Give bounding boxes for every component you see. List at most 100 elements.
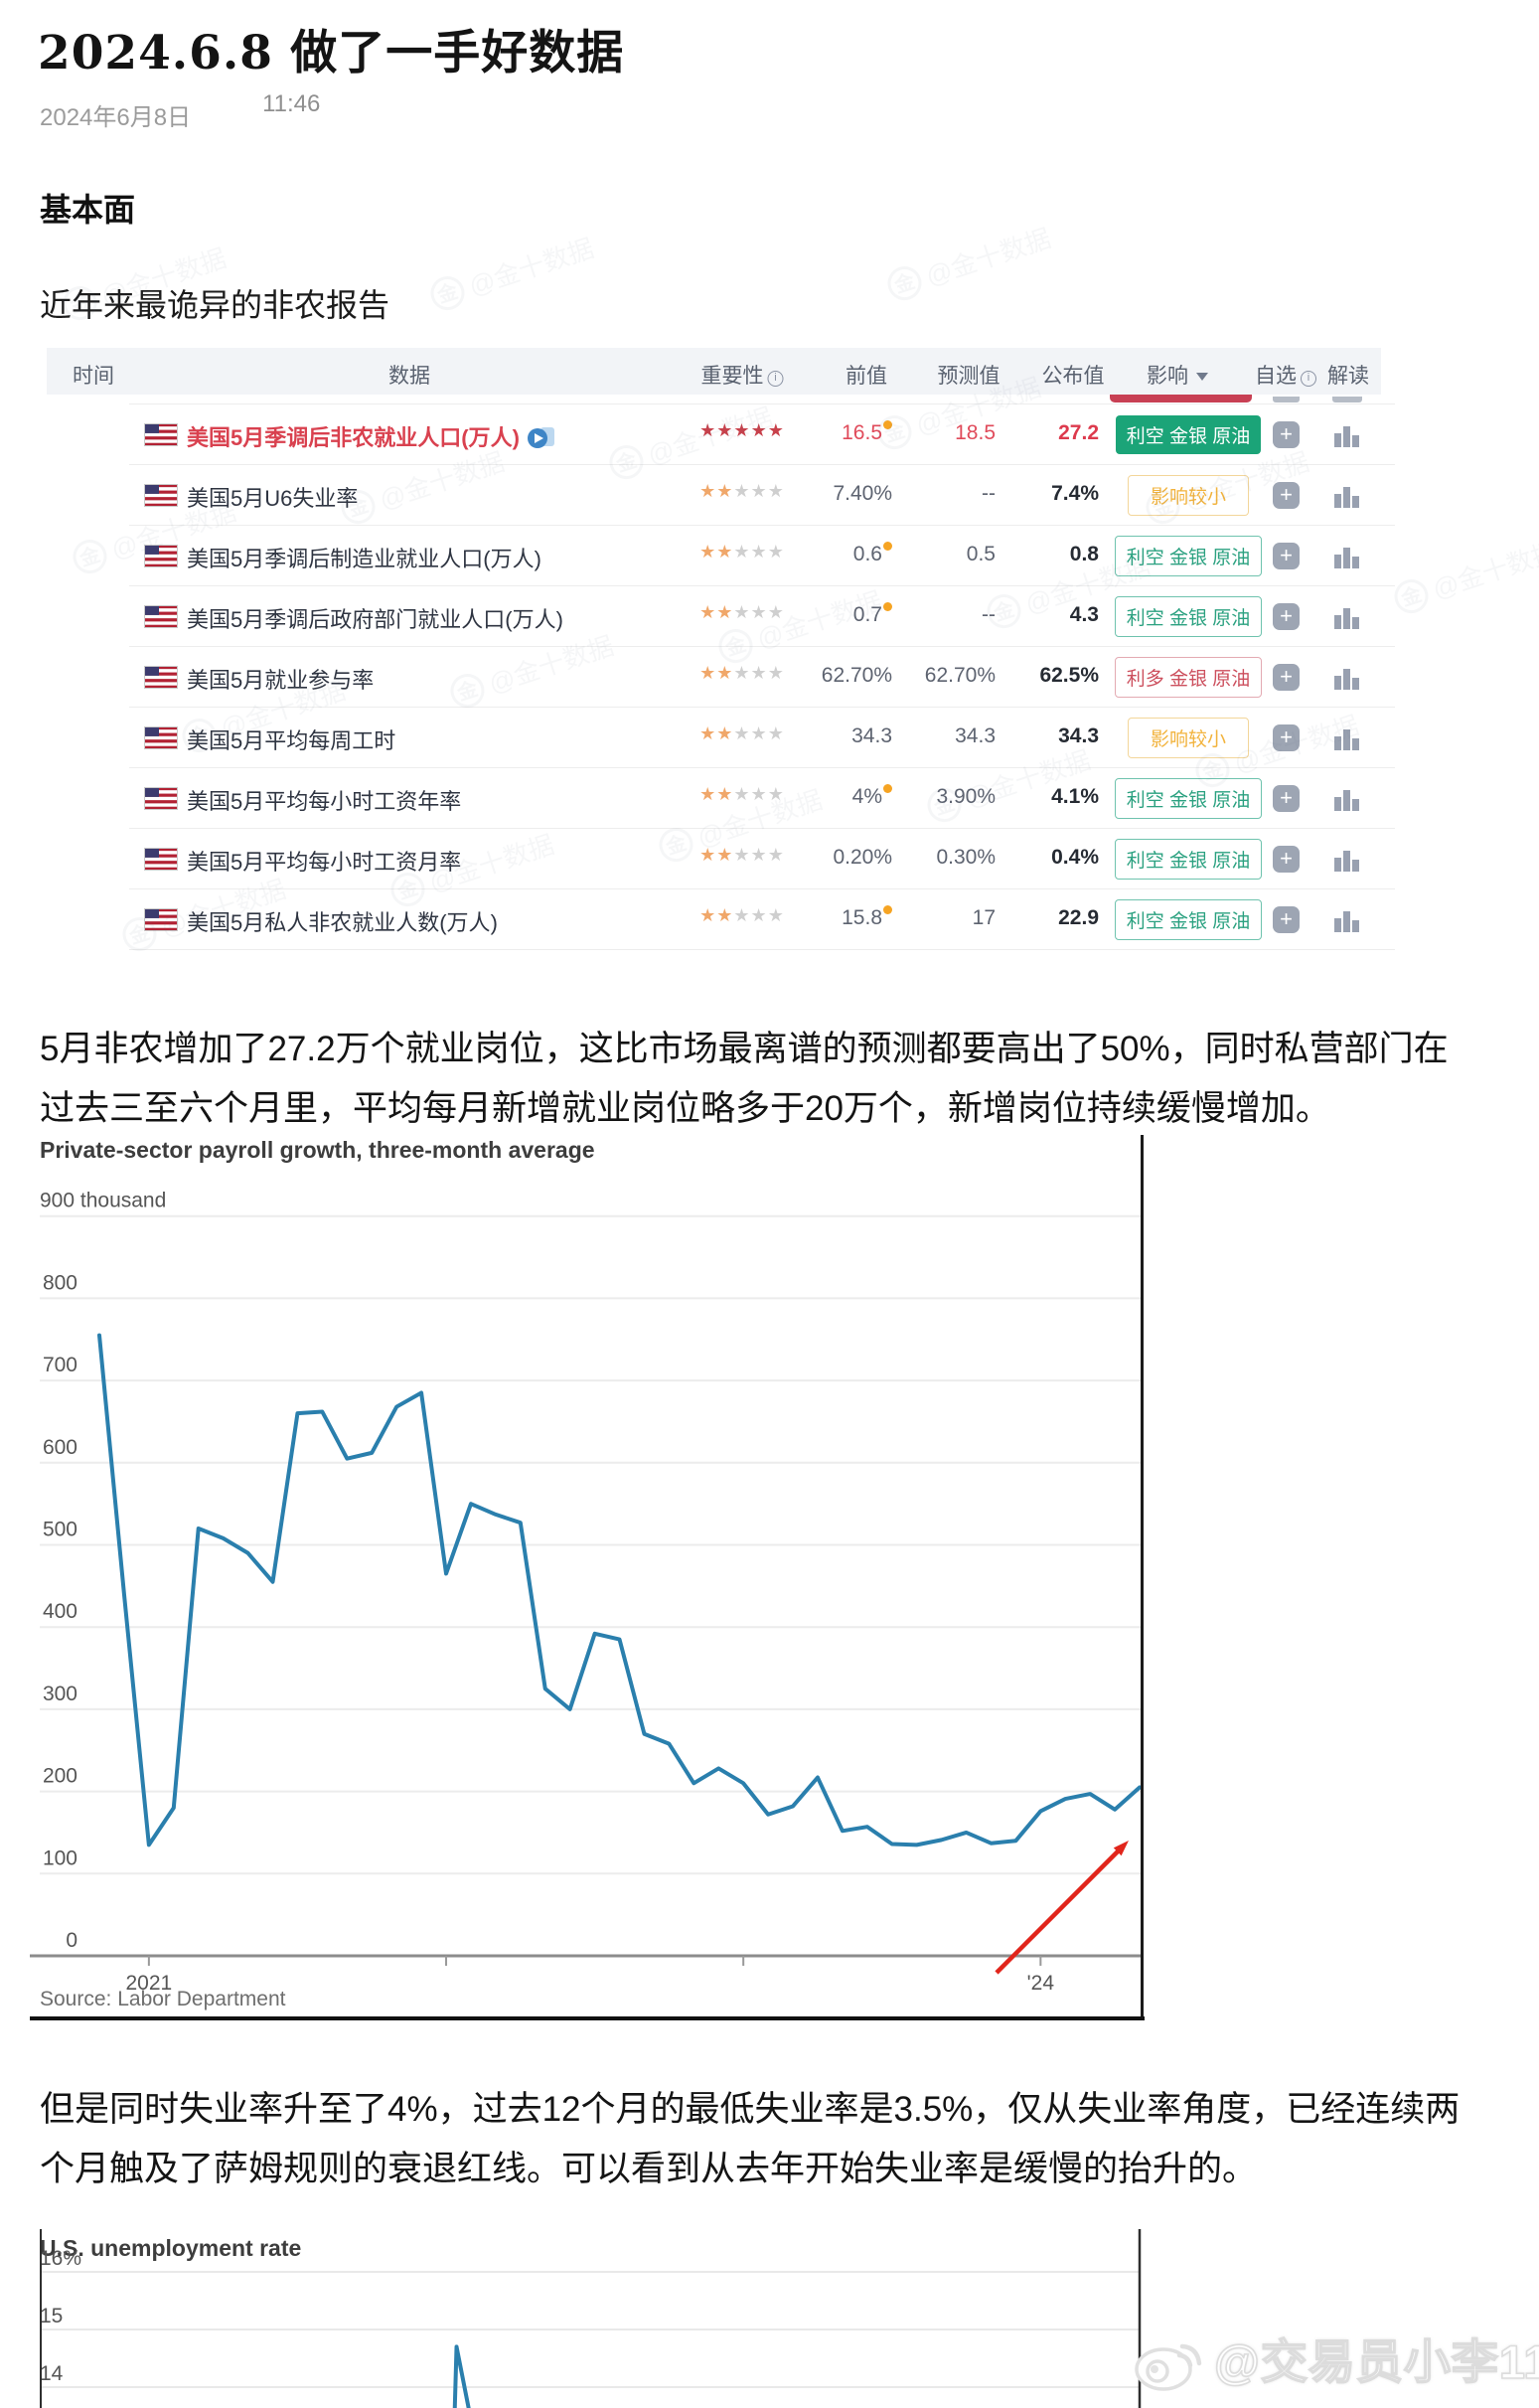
table-row[interactable]: 美国5月平均每小时工资月率 ★★★★★ 0.20% 0.30% 0.4% 利空 金银 原油… [47, 829, 1395, 889]
table-row[interactable]: 美国5月U6失业率 ★★★★★ 7.40% -- 7.4% 影响较小 + [47, 465, 1395, 526]
svg-text:300: 300 [43, 1683, 77, 1705]
history-chart-button[interactable] [1332, 545, 1362, 568]
svg-text:100: 100 [43, 1846, 77, 1869]
video-icon[interactable] [527, 424, 557, 450]
revised-dot-icon [883, 420, 892, 429]
actual-value: 62.5% [1039, 664, 1099, 687]
history-chart-button[interactable] [1332, 726, 1362, 750]
previous-value: 0.20% [833, 846, 892, 869]
cutoff-row-badge [1110, 395, 1252, 402]
previous-value: 16.5 [753, 420, 892, 445]
previous-value: 62.70% [821, 664, 892, 687]
table-row[interactable]: 美国5月私人非农就业人数(万人) ★★★★★ 15.8 17 22.9 利空 金银 原油 + [47, 889, 1395, 950]
forecast-value: 0.30% [936, 846, 996, 869]
article-meta: 2024年6月8日 11:46 [40, 90, 320, 132]
revised-dot-icon [883, 784, 892, 793]
svg-text:700: 700 [43, 1354, 77, 1376]
chart-right-border [1141, 1135, 1144, 2019]
info-icon[interactable]: i [767, 371, 784, 387]
table-row[interactable]: 美国5月平均每周工时 ★★★★★ 34.3 34.3 34.3 影响较小 + [47, 708, 1395, 768]
forecast-value: -- [982, 603, 996, 626]
forecast-value: 0.5 [966, 543, 996, 565]
table-row[interactable]: 美国5月季调后政府部门就业人口(万人) ★★★★★ 0.7 -- 4.3 利空 金银 原油… [47, 586, 1395, 647]
history-chart-button[interactable] [1332, 908, 1362, 932]
impact-badge: 利空 金银 原油 [1114, 898, 1263, 940]
revised-dot-icon [883, 602, 892, 611]
actual-value: 4.1% [1051, 785, 1099, 808]
history-chart-button[interactable] [1332, 787, 1362, 811]
add-to-watchlist-button[interactable]: + [1273, 906, 1300, 933]
importance-stars: ★★★★★ [699, 420, 785, 440]
add-to-watchlist-button[interactable]: + [1273, 785, 1300, 812]
svg-text:0: 0 [66, 1929, 77, 1952]
importance-stars: ★★★★★ [699, 784, 785, 804]
indicator-name: 美国5月季调后非农就业人口(万人) [187, 420, 557, 452]
column-header-5: 预测值 [937, 365, 1000, 388]
table-row[interactable]: 美国5月季调后制造业就业人口(万人) ★★★★★ 0.6 0.5 0.8 利空 金银 原油… [47, 526, 1395, 586]
table-row[interactable]: 美国5月平均每小时工资年率 ★★★★★ 4% 3.90% 4.1% 利空 金银 原油 + [47, 768, 1395, 829]
unemployment-chart-svg: 16% 15 14 [40, 2229, 1142, 2408]
revised-dot-icon [883, 905, 892, 914]
page-title: 2024.6.8 做了一手好数据 [38, 26, 625, 80]
history-chart-button[interactable] [1332, 666, 1362, 690]
impact-badge: 影响较小 [1127, 474, 1249, 516]
info-icon[interactable]: i [1301, 371, 1316, 387]
impact-badge: 利空 金银 原油 [1114, 535, 1263, 576]
add-to-watchlist-button[interactable]: + [1273, 603, 1300, 630]
indicator-name: 美国5月U6失业率 [187, 486, 359, 511]
site-watermark: 金@金十数据 [882, 219, 1054, 306]
us-flag-icon [144, 666, 178, 689]
column-header-2: 数据 [388, 365, 430, 388]
impact-badge: 利空 金银 原油 [1114, 777, 1263, 819]
indicator-name: 美国5月平均每小时工资月率 [187, 850, 462, 875]
history-chart-button[interactable] [1332, 605, 1362, 629]
add-to-watchlist-button[interactable]: + [1273, 724, 1300, 751]
site-watermark: 金@金十数据 [425, 229, 597, 316]
revised-dot-icon [883, 542, 892, 551]
svg-text:600: 600 [43, 1436, 77, 1459]
add-to-watchlist-button[interactable]: + [1273, 664, 1300, 691]
column-header-7[interactable]: 影响 [1147, 360, 1208, 390]
importance-stars: ★★★★★ [699, 905, 785, 925]
chevron-down-icon [1196, 373, 1208, 381]
svg-text:900 thousand: 900 thousand [40, 1190, 166, 1212]
svg-text:14: 14 [40, 2362, 64, 2385]
svg-text:'24: '24 [1027, 1972, 1055, 1995]
add-to-watchlist-button[interactable]: + [1273, 846, 1300, 873]
site-watermark: 金@金十数据 [1389, 532, 1539, 619]
section-heading: 基本面 [40, 192, 136, 228]
forecast-value: -- [982, 482, 996, 505]
history-chart-button[interactable] [1332, 484, 1362, 508]
paragraph-unemployment: 但是同时失业率升至了4%，过去12个月的最低失业率是3.5%，仅从失业率角度，已… [40, 2090, 1461, 2188]
row-separator [129, 403, 1395, 404]
impact-badge: 利空 金银 原油 [1115, 414, 1262, 454]
add-to-watchlist-button[interactable]: + [1273, 421, 1300, 448]
actual-value: 0.8 [1069, 543, 1099, 565]
cutoff-row-add-icon [1273, 397, 1300, 402]
table-row[interactable]: 美国5月就业参与率 ★★★★★ 62.70% 62.70% 62.5% 利多 金银 原油 + [47, 647, 1395, 708]
svg-text:500: 500 [43, 1519, 77, 1541]
actual-value: 22.9 [1058, 906, 1099, 929]
svg-text:400: 400 [43, 1600, 77, 1623]
unemployment-chart-title: U.S. unemployment rate [40, 2235, 302, 2261]
impact-badge: 利空 金银 原油 [1114, 595, 1263, 637]
forecast-value: 17 [972, 906, 996, 929]
previous-value: 0.6 [753, 542, 892, 566]
column-header-8[interactable]: 自选 i [1255, 360, 1316, 390]
history-chart-button[interactable] [1332, 848, 1362, 872]
importance-stars: ★★★★★ [699, 602, 785, 622]
svg-text:200: 200 [43, 1765, 77, 1788]
table-row[interactable]: 美国5月季调后非农就业人口(万人) ★★★★★ 16.5 18.5 27.2 利空 金银 … [47, 404, 1395, 465]
forecast-value: 62.70% [924, 664, 996, 687]
forecast-value: 3.90% [936, 785, 996, 808]
calendar-table-body: 美国5月季调后非农就业人口(万人) ★★★★★ 16.5 18.5 27.2 利空 金银 … [47, 404, 1395, 950]
add-to-watchlist-button[interactable]: + [1273, 482, 1300, 509]
us-flag-icon [144, 605, 178, 628]
history-chart-button[interactable] [1332, 423, 1362, 447]
add-to-watchlist-button[interactable]: + [1273, 543, 1300, 569]
svg-text:800: 800 [43, 1271, 77, 1294]
column-header-3[interactable]: 重要性 i [701, 360, 784, 390]
column-header-9: 解读 [1327, 365, 1369, 388]
impact-badge: 利多 金银 原油 [1114, 656, 1263, 698]
us-flag-icon [144, 423, 178, 446]
